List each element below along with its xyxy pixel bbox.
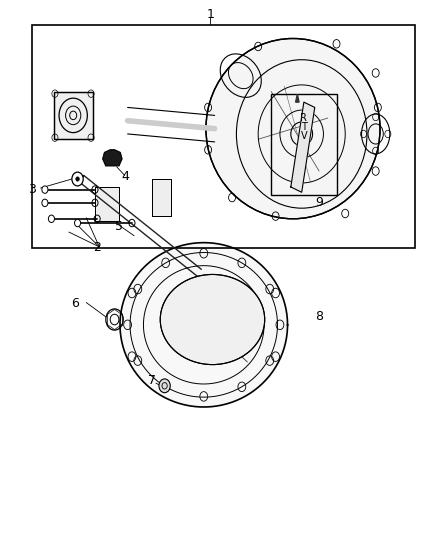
Polygon shape [296,94,299,102]
Circle shape [74,219,81,227]
Polygon shape [120,243,288,407]
Circle shape [42,199,48,207]
Circle shape [48,215,54,222]
Text: V: V [300,131,307,141]
Circle shape [76,177,79,181]
Text: R: R [300,113,307,123]
Text: 9: 9 [315,196,323,209]
Bar [53,92,93,139]
Bar [95,187,119,221]
Bar [53,92,93,139]
Text: 3: 3 [28,183,36,196]
Text: 5: 5 [115,220,123,233]
Bar [152,179,171,216]
Ellipse shape [160,274,265,365]
Circle shape [159,379,170,393]
Bar [32,25,415,248]
Text: 1: 1 [206,8,214,21]
Text: 8: 8 [315,310,323,324]
Polygon shape [291,102,315,192]
Circle shape [72,172,83,186]
Text: 7: 7 [148,374,155,387]
Bar [271,94,336,195]
Text: 6: 6 [71,297,79,310]
Text: 4: 4 [121,170,129,183]
Text: 2: 2 [93,241,101,254]
Circle shape [42,186,48,193]
Polygon shape [103,150,122,166]
Bar [95,187,119,221]
Text: T: T [301,122,307,132]
Bar [152,179,171,216]
Ellipse shape [206,38,380,219]
